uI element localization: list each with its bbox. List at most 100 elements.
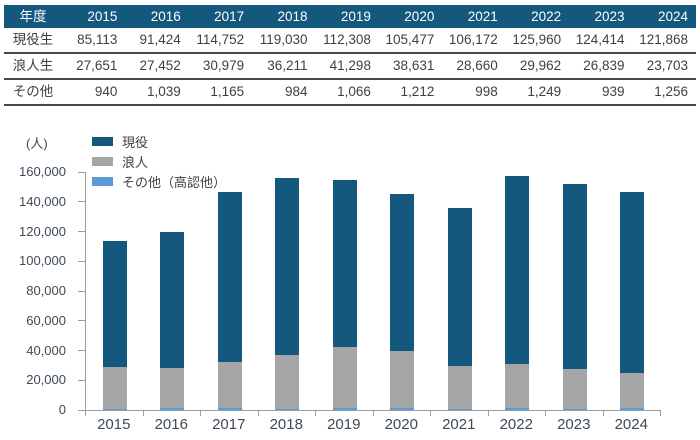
y-axis-tick xyxy=(78,350,85,351)
table-cell: 27,651 xyxy=(62,53,126,80)
bar-segment xyxy=(447,408,472,410)
y-axis-tick-label: 160,000 xyxy=(19,164,66,179)
table-cell: 26,839 xyxy=(569,53,633,80)
bar-segment xyxy=(505,408,530,410)
bar-stack xyxy=(217,191,242,410)
table-cell: 119,030 xyxy=(252,28,316,54)
table-body: 現役生 85,113 91,424 114,752 119,030 112,308 105,… xyxy=(4,28,696,106)
x-axis-tick xyxy=(142,411,144,416)
bar-segment xyxy=(332,408,357,410)
x-axis-category-label: 2019 xyxy=(327,416,361,433)
bar-segment xyxy=(160,231,185,368)
table-head: 年度 2015 2016 2017 2018 2019 2020 2021 2022 2023 20… xyxy=(4,5,696,28)
x-axis-category-label: 2018 xyxy=(269,416,303,433)
x-axis-tick xyxy=(430,411,431,416)
x-axis-tick xyxy=(487,411,489,416)
y-axis-tick xyxy=(78,290,85,292)
table-cell: 984 xyxy=(252,79,316,106)
table-cell: 125,960 xyxy=(505,28,570,54)
bar-stack xyxy=(102,240,127,410)
y-axis-unit-label: (人) xyxy=(26,136,48,151)
bar-segment xyxy=(217,408,242,410)
x-axis-category-label: 2016 xyxy=(154,416,188,433)
table-cell: 1,249 xyxy=(505,79,570,106)
y-axis-tick xyxy=(78,260,85,262)
table-cell: 105,477 xyxy=(378,28,443,54)
legend: 現役 浪人その他（高認他） xyxy=(92,131,226,191)
bar-segment xyxy=(620,372,645,409)
x-axis-category-label: 2020 xyxy=(384,416,418,433)
bar-segment xyxy=(102,240,127,368)
bar-segment xyxy=(620,191,645,373)
bar-segment xyxy=(447,365,472,409)
table-cell: 998 xyxy=(442,79,506,106)
y-axis-tick-label: 120,000 xyxy=(19,223,66,239)
header-cell-year: 2023 xyxy=(569,5,633,28)
table-cell: 1,256 xyxy=(632,79,696,106)
table-cell: 38,631 xyxy=(378,53,443,80)
x-axis-category-label: 2021 xyxy=(442,416,476,433)
table-cell: 41,298 xyxy=(315,53,379,80)
legend-item: その他（高認他） xyxy=(92,171,226,191)
x-axis-category-label: 2017 xyxy=(212,416,246,433)
bar-segment xyxy=(217,362,242,409)
bar-segment xyxy=(332,347,357,409)
table-cell: 1,066 xyxy=(315,79,379,106)
header-cell-year: 2021 xyxy=(442,5,506,28)
x-axis-category-label: 2024 xyxy=(614,416,648,433)
legend-swatch xyxy=(92,156,113,166)
table-cell: 30,979 xyxy=(188,53,253,80)
table-cell: 23,703 xyxy=(632,53,696,80)
bar-segment xyxy=(390,408,415,410)
table-cell: 112,308 xyxy=(315,28,379,54)
y-axis-tick xyxy=(78,409,85,411)
legend-item: 浪人 xyxy=(92,151,226,171)
bar-segment xyxy=(160,367,185,409)
bar-stack xyxy=(390,193,415,410)
bar-stack xyxy=(447,207,472,410)
bar-segment xyxy=(102,367,127,409)
bar-stack xyxy=(505,176,530,410)
table-cell: 85,113 xyxy=(62,28,126,54)
header-cell-year: 2020 xyxy=(378,5,443,28)
x-axis-tick xyxy=(545,411,546,416)
table-cell: 1,212 xyxy=(378,79,443,106)
legend-label: 現役 xyxy=(122,134,149,150)
bar-segment xyxy=(390,193,415,351)
bar-stack xyxy=(160,231,185,410)
bar-segment xyxy=(505,363,530,409)
x-axis-tick xyxy=(257,411,259,416)
y-axis-tick xyxy=(78,379,85,381)
y-axis-tick-label: 140,000 xyxy=(19,193,66,209)
bar-segment xyxy=(102,408,127,410)
table-cell: 29,962 xyxy=(505,53,570,80)
table-cell: 28,660 xyxy=(442,53,506,80)
bar-segment xyxy=(562,368,587,409)
bar-segment xyxy=(217,191,242,363)
x-axis-category-label: 2023 xyxy=(557,416,591,433)
y-axis-tick-label: 40,000 xyxy=(26,342,66,358)
x-axis-tick xyxy=(660,411,661,416)
bar-segment xyxy=(332,179,357,347)
table-cell: 27,452 xyxy=(125,53,189,80)
table-cell: 124,414 xyxy=(569,28,633,54)
y-axis-tick xyxy=(78,320,85,322)
table-row: 現役生 85,113 91,424 114,752 119,030 112,308 105,… xyxy=(4,28,696,54)
y-axis-tick-label: 20,000 xyxy=(26,372,66,388)
bar-segment xyxy=(447,207,472,366)
y-axis-tick xyxy=(78,231,85,232)
bar-segment xyxy=(562,183,587,369)
table-cell: 1,165 xyxy=(188,79,253,106)
bar-stack xyxy=(620,191,645,410)
y-axis-tick xyxy=(78,201,85,203)
data-table: 年度 2015 2016 2017 2018 2019 2020 2021 2022 2023 20… xyxy=(4,5,696,106)
legend-item: 現役 xyxy=(92,131,226,151)
legend-label: その他（高認他） xyxy=(122,174,227,190)
plot-area xyxy=(85,172,661,411)
table-cell: 939 xyxy=(569,79,633,106)
header-cell-year: 2022 xyxy=(505,5,570,28)
bar-segment xyxy=(562,408,587,410)
header-cell-year: 2016 xyxy=(125,5,189,28)
table-row: 浪人生 27,651 27,452 30,979 36,211 41,298 38,631 2… xyxy=(4,53,696,80)
table-cell: 940 xyxy=(62,79,126,106)
